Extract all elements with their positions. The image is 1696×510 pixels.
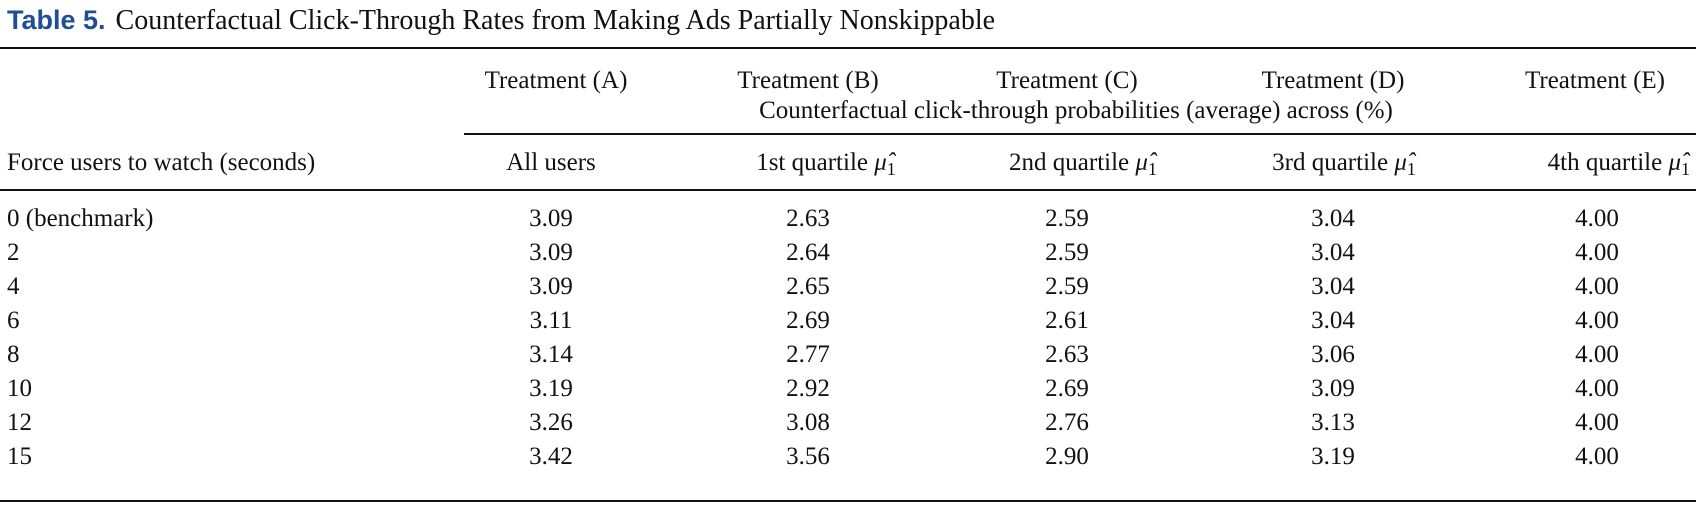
row-label: 12 bbox=[7, 409, 32, 436]
table-cell: 3.13 bbox=[1311, 409, 1355, 436]
header-all-users: All users bbox=[506, 149, 596, 176]
table-cell: 4.00 bbox=[1575, 205, 1619, 232]
header-quartile-1: 1st quartile μ̂1 bbox=[756, 149, 896, 179]
table-cell: 3.06 bbox=[1311, 341, 1355, 368]
table-title: Counterfactual Click-Through Rates from … bbox=[115, 5, 996, 36]
table-cell: 3.04 bbox=[1311, 205, 1355, 232]
table-cell: 3.56 bbox=[786, 443, 830, 470]
table-caption: Table 5. Counterfactual Click-Through Rat… bbox=[7, 2, 995, 39]
table-cell: 3.19 bbox=[1311, 443, 1355, 470]
header-row-label: Force users to watch (seconds) bbox=[7, 149, 316, 176]
header-treatment-d: Treatment (D) bbox=[1261, 67, 1405, 94]
header-quartile-2: 2nd quartile μ̂1 bbox=[1009, 149, 1157, 179]
table-cell: 2.63 bbox=[786, 205, 830, 232]
table-cell: 2.59 bbox=[1045, 205, 1089, 232]
table-cell: 4.00 bbox=[1575, 307, 1619, 334]
table-cell: 4.00 bbox=[1575, 443, 1619, 470]
table-cell: 4.00 bbox=[1575, 341, 1619, 368]
header-treatment-e: Treatment (E) bbox=[1524, 67, 1666, 94]
table-cell: 2.76 bbox=[1045, 409, 1089, 436]
mu-hat-symbol: μ̂1 bbox=[874, 149, 896, 179]
table-cell: 2.63 bbox=[1045, 341, 1089, 368]
table-cell: 2.65 bbox=[786, 273, 830, 300]
table-cell: 4.00 bbox=[1575, 273, 1619, 300]
table-cell: 2.69 bbox=[1045, 375, 1089, 402]
table-cell: 3.26 bbox=[529, 409, 573, 436]
header-quartile-4: 4th quartile μ̂1 bbox=[1547, 149, 1690, 179]
table-cell: 3.42 bbox=[529, 443, 573, 470]
row-label: 15 bbox=[7, 443, 32, 470]
header-treatment-a: Treatment (A) bbox=[484, 67, 628, 94]
table-cell: 3.08 bbox=[786, 409, 830, 436]
row-label: 0 (benchmark) bbox=[7, 205, 154, 232]
mu-hat-symbol: μ̂1 bbox=[1135, 149, 1157, 179]
header-treatment-c: Treatment (C) bbox=[996, 67, 1138, 94]
table-cell: 3.04 bbox=[1311, 239, 1355, 266]
row-label: 8 bbox=[7, 341, 20, 368]
spanner-rule bbox=[464, 133, 1696, 135]
table-cell: 3.09 bbox=[529, 239, 573, 266]
bottom-rule bbox=[0, 500, 1696, 502]
mu-hat-symbol: μ̂1 bbox=[1668, 149, 1690, 179]
row-label: 2 bbox=[7, 239, 20, 266]
table-cell: 2.61 bbox=[1045, 307, 1089, 334]
table-cell: 2.92 bbox=[786, 375, 830, 402]
header-quartile-3: 3rd quartile μ̂1 bbox=[1272, 149, 1416, 179]
row-label: 10 bbox=[7, 375, 32, 402]
top-rule bbox=[0, 47, 1696, 49]
table-cell: 3.04 bbox=[1311, 307, 1355, 334]
table-cell: 2.77 bbox=[786, 341, 830, 368]
table-number: Table 5. bbox=[7, 5, 106, 35]
header-rule bbox=[0, 189, 1696, 191]
table-cell: 2.59 bbox=[1045, 239, 1089, 266]
table-cell: 3.09 bbox=[1311, 375, 1355, 402]
table-cell: 2.64 bbox=[786, 239, 830, 266]
table-cell: 3.14 bbox=[529, 341, 573, 368]
table-cell: 4.00 bbox=[1575, 375, 1619, 402]
header-treatment-b: Treatment (B) bbox=[737, 67, 879, 94]
table-cell: 3.09 bbox=[529, 205, 573, 232]
table-cell: 3.11 bbox=[529, 307, 573, 334]
header-spanner: Counterfactual click-through probabiliti… bbox=[759, 97, 1393, 124]
row-label: 4 bbox=[7, 273, 20, 300]
table-cell: 2.69 bbox=[786, 307, 830, 334]
table-cell: 2.59 bbox=[1045, 273, 1089, 300]
mu-hat-symbol: μ̂1 bbox=[1394, 149, 1416, 179]
table-cell: 4.00 bbox=[1575, 239, 1619, 266]
table-cell: 3.19 bbox=[529, 375, 573, 402]
row-label: 6 bbox=[7, 307, 20, 334]
table-cell: 2.90 bbox=[1045, 443, 1089, 470]
table-cell: 4.00 bbox=[1575, 409, 1619, 436]
table-cell: 3.09 bbox=[529, 273, 573, 300]
table-cell: 3.04 bbox=[1311, 273, 1355, 300]
